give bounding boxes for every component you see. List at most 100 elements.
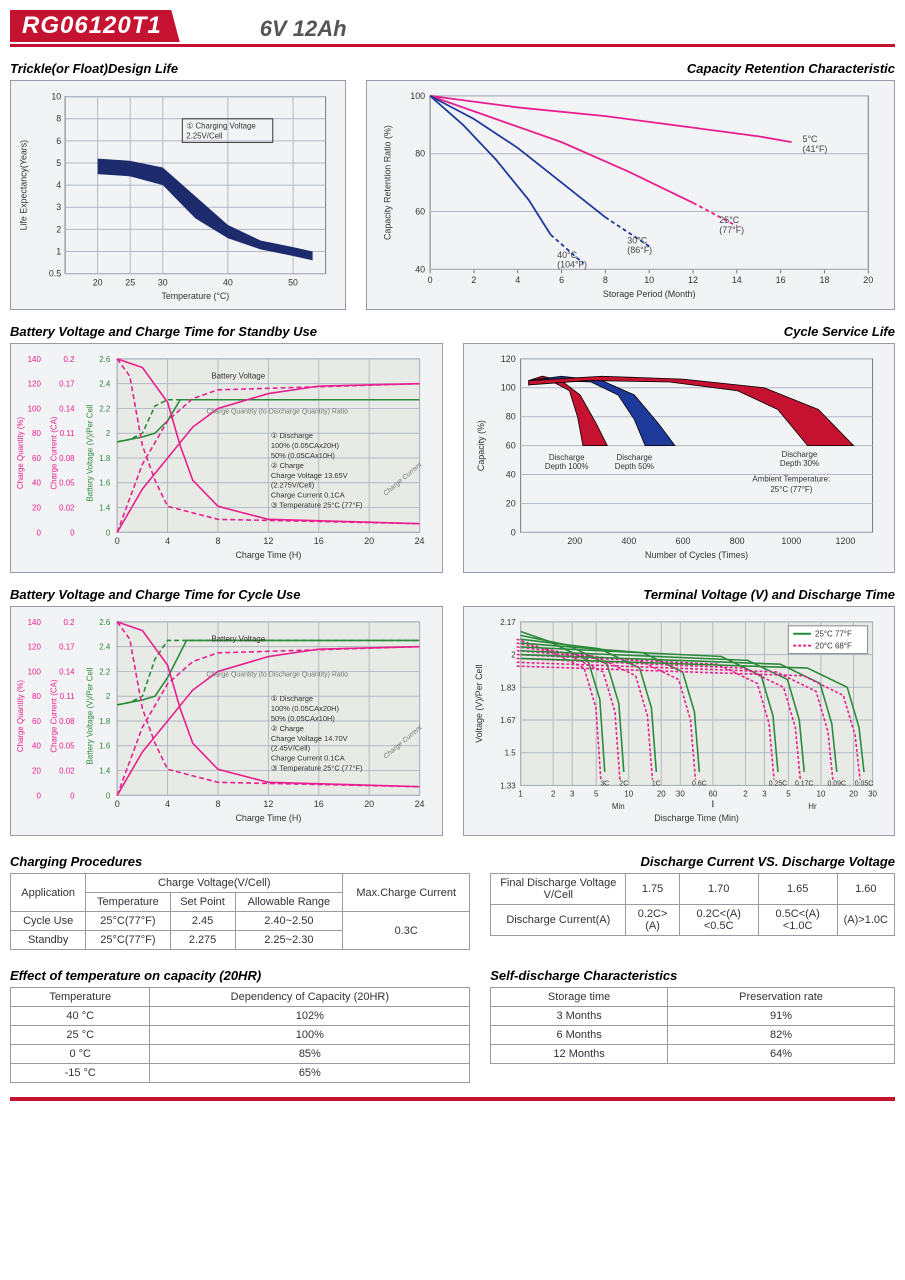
svg-text:2: 2 xyxy=(511,651,515,660)
svg-text:0: 0 xyxy=(106,528,111,537)
svg-text:Charge Time (H): Charge Time (H) xyxy=(235,550,301,560)
svg-text:0: 0 xyxy=(510,527,515,537)
svg-text:Discharge: Discharge xyxy=(548,453,584,462)
svg-text:100: 100 xyxy=(411,91,426,101)
svg-text:40°C: 40°C xyxy=(557,250,577,260)
svg-text:1.67: 1.67 xyxy=(500,716,515,725)
svg-text:20: 20 xyxy=(505,498,515,508)
svg-text:30: 30 xyxy=(868,789,877,798)
charging-title: Charging Procedures xyxy=(10,854,470,869)
th-range: Allowable Range xyxy=(235,893,343,912)
svg-text:60: 60 xyxy=(505,441,515,451)
svg-text:20: 20 xyxy=(93,277,103,287)
svg-text:0.25C: 0.25C xyxy=(768,780,786,787)
discharge-vs-table: Final Discharge Voltage V/Cell 1.75 1.70… xyxy=(490,873,895,936)
svg-text:20: 20 xyxy=(656,789,665,798)
svg-text:1.83: 1.83 xyxy=(500,683,516,692)
svg-text:60: 60 xyxy=(32,454,41,463)
svg-text:8: 8 xyxy=(603,275,608,285)
trickle-chart: 0.51234568102025304050Temperature (°C)Li… xyxy=(10,80,346,310)
svg-text:3: 3 xyxy=(762,789,767,798)
svg-text:Depth 30%: Depth 30% xyxy=(779,459,818,468)
svg-text:10: 10 xyxy=(645,275,655,285)
svg-text:Depth 50%: Depth 50% xyxy=(614,462,653,471)
svg-text:5°C: 5°C xyxy=(803,134,819,144)
svg-text:12: 12 xyxy=(688,275,698,285)
svg-text:120: 120 xyxy=(28,380,42,389)
svg-text:Depth 100%: Depth 100% xyxy=(544,462,588,471)
svg-text:1C: 1C xyxy=(651,780,660,787)
svg-text:③ Temperature 25°C (77°F): ③ Temperature 25°C (77°F) xyxy=(271,764,363,773)
th-temp: Temperature xyxy=(86,893,170,912)
svg-text:8: 8 xyxy=(216,536,221,546)
model-label: RG06120T1 xyxy=(10,10,180,42)
svg-text:0: 0 xyxy=(115,536,120,546)
svg-text:Charge Current (CA): Charge Current (CA) xyxy=(50,679,59,752)
svg-text:0.09C: 0.09C xyxy=(827,780,845,787)
retention-title: Capacity Retention Characteristic xyxy=(366,61,895,76)
svg-text:20: 20 xyxy=(32,767,41,776)
svg-text:6: 6 xyxy=(559,275,564,285)
footer-line xyxy=(10,1097,895,1101)
svg-text:0.17C: 0.17C xyxy=(794,780,812,787)
svg-text:Charge Quantity (to Discharge: Charge Quantity (to Discharge Quantity) … xyxy=(206,408,348,415)
svg-text:0.6C: 0.6C xyxy=(692,780,707,787)
svg-text:18: 18 xyxy=(820,275,830,285)
retention-chart: 024681012141618204060801005°C(41°F)25°C(… xyxy=(366,80,895,310)
svg-text:① Charging Voltage: ① Charging Voltage xyxy=(186,122,256,131)
svg-text:0.02: 0.02 xyxy=(59,504,74,513)
table-row: 0 °C85% xyxy=(11,1045,470,1064)
svg-text:140: 140 xyxy=(28,618,42,627)
svg-text:2.6: 2.6 xyxy=(99,355,111,364)
svg-text:0.08: 0.08 xyxy=(59,454,75,463)
svg-text:Capacity (%): Capacity (%) xyxy=(475,420,485,471)
svg-text:25: 25 xyxy=(125,277,135,287)
svg-text:Charge Current 0.1CA: Charge Current 0.1CA xyxy=(271,491,345,500)
svg-text:Voltage (V)/Per Cell: Voltage (V)/Per Cell xyxy=(473,665,483,743)
svg-text:120: 120 xyxy=(28,643,42,652)
th-set: Set Point xyxy=(170,893,235,912)
svg-text:② Charge: ② Charge xyxy=(271,461,304,470)
svg-text:50: 50 xyxy=(288,277,298,287)
svg-text:Battery Voltage (V)/Per Cell: Battery Voltage (V)/Per Cell xyxy=(85,667,94,764)
th-max: Max.Charge Current xyxy=(343,874,470,912)
svg-text:5: 5 xyxy=(56,158,61,168)
svg-text:100: 100 xyxy=(28,667,42,676)
svg-text:Discharge: Discharge xyxy=(616,453,652,462)
svg-text:50% (0.05CAx10H): 50% (0.05CAx10H) xyxy=(271,451,335,460)
standby-chart: 04812162024000200.021.4400.051.6600.081.… xyxy=(10,343,443,573)
tables-row-1: Charging Procedures Application Charge V… xyxy=(10,850,895,950)
svg-text:25°C 77°F: 25°C 77°F xyxy=(815,630,852,639)
svg-text:0.5: 0.5 xyxy=(49,269,61,279)
cyclelife-title: Cycle Service Life xyxy=(463,324,896,339)
svg-text:① Discharge: ① Discharge xyxy=(271,694,313,703)
svg-text:4: 4 xyxy=(165,799,170,809)
svg-text:Discharge: Discharge xyxy=(781,450,817,459)
svg-text:2: 2 xyxy=(472,275,477,285)
table-row: 6 Months82% xyxy=(491,1026,895,1045)
svg-text:Charge Quantity (to Discharge: Charge Quantity (to Discharge Quantity) … xyxy=(206,671,348,678)
svg-text:2.25V/Cell: 2.25V/Cell xyxy=(186,131,223,140)
svg-text:2C: 2C xyxy=(619,780,628,787)
svg-text:③ Temperature 25°C (77°F): ③ Temperature 25°C (77°F) xyxy=(271,501,363,510)
svg-text:0: 0 xyxy=(70,528,75,537)
terminal-chart: 123510203060235102030MinHr1.331.51.671.8… xyxy=(463,606,896,836)
svg-text:30°C: 30°C xyxy=(628,235,648,245)
svg-text:2: 2 xyxy=(743,789,747,798)
svg-text:12: 12 xyxy=(263,536,273,546)
svg-text:0: 0 xyxy=(36,528,41,537)
tables-row-2: Effect of temperature on capacity (20HR)… xyxy=(10,964,895,1083)
svg-text:40: 40 xyxy=(32,742,41,751)
svg-text:40: 40 xyxy=(223,277,233,287)
svg-text:1.4: 1.4 xyxy=(99,767,111,776)
svg-text:20: 20 xyxy=(864,275,874,285)
svg-text:Storage Period (Month): Storage Period (Month) xyxy=(603,289,696,299)
svg-text:1.8: 1.8 xyxy=(99,454,111,463)
svg-text:(77°F): (77°F) xyxy=(720,225,745,235)
svg-text:50% (0.05CAx10H): 50% (0.05CAx10H) xyxy=(271,714,335,723)
cyclecharge-title: Battery Voltage and Charge Time for Cycl… xyxy=(10,587,443,602)
svg-text:0: 0 xyxy=(428,275,433,285)
svg-text:16: 16 xyxy=(314,799,324,809)
svg-text:2.4: 2.4 xyxy=(99,643,111,652)
terminal-title: Terminal Voltage (V) and Discharge Time xyxy=(463,587,896,602)
